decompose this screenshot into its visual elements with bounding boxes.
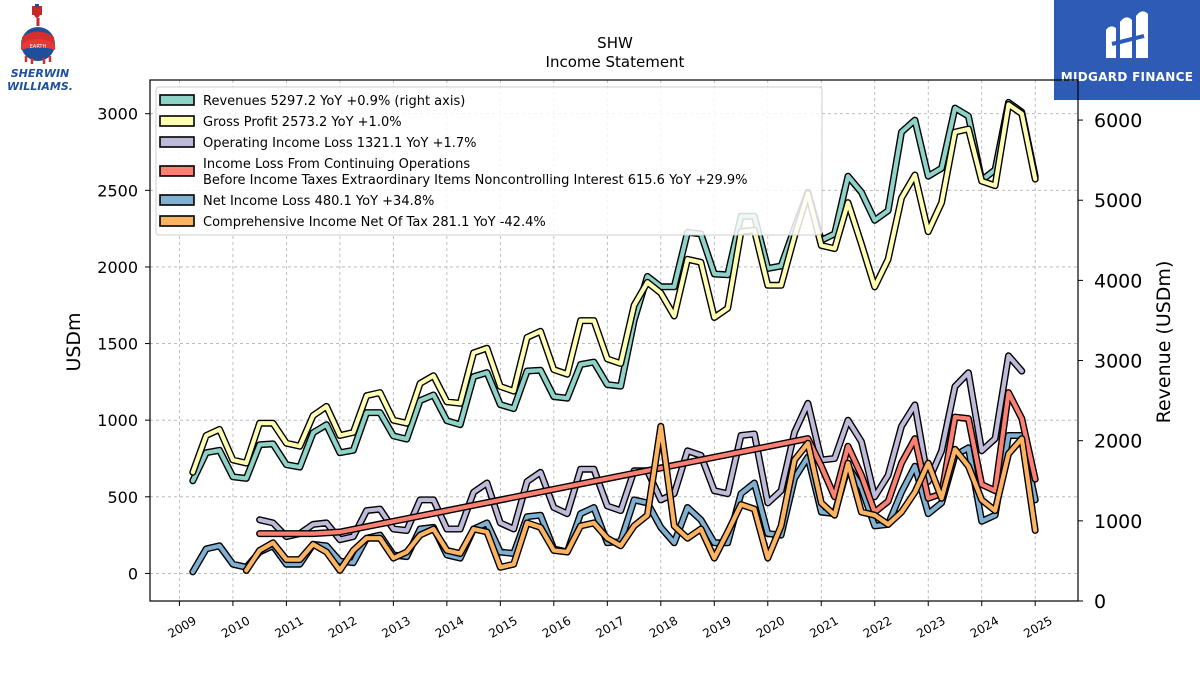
right-y-axis: 0 1000 2000 3000 4000 5000 6000 (1078, 110, 1142, 613)
sherwin-williams-logo: EARTH SHERWIN WILLIAMS. (4, 4, 76, 98)
right-axis-label: Revenue (USDm) (1153, 261, 1175, 424)
legend: Revenues 5297.2 YoY +0.9% (right axis) Gr… (155, 86, 823, 236)
x-tick-label: 2025 (1021, 613, 1054, 640)
x-tick-label: 2012 (326, 613, 359, 640)
series-line-comprehensive-income (244, 424, 1038, 573)
series-layer (189, 98, 1039, 576)
left-tick-label: 2000 (97, 258, 138, 277)
legend-label-net-income: Net Income Loss 480.1 YoY +34.8% (203, 194, 434, 209)
legend-label-pretax-line2: Before Income Taxes Extraordinary Items … (203, 173, 748, 188)
legend-swatch-pretax-income (159, 165, 195, 177)
left-axis-label: USDm (63, 312, 85, 371)
left-tick-label: 500 (107, 488, 138, 507)
legend-label-revenues: Revenues 5297.2 YoY +0.9% (right axis) (203, 94, 465, 109)
right-tick-label: 1000 (1094, 511, 1142, 533)
plot-frame (149, 79, 1079, 602)
x-tick-label: 2023 (914, 613, 947, 640)
brand-name: MIDGARD FINANCE (1060, 70, 1194, 84)
right-tick-label: 0 (1094, 591, 1106, 613)
left-tick-label: 1000 (97, 411, 138, 430)
chart-ticker: SHW (597, 34, 633, 52)
legend-label-pretax-line1: Income Loss From Continuing Operations (203, 157, 470, 172)
logo-line-1: SHERWIN (10, 67, 70, 80)
x-tick-label: 2020 (754, 613, 787, 640)
series-line-pretax-income (257, 390, 1038, 536)
right-tick-label: 4000 (1094, 270, 1142, 292)
x-tick-label: 2018 (647, 613, 680, 640)
right-tick-label: 3000 (1094, 351, 1142, 373)
x-tick-label: 2013 (379, 613, 412, 640)
chart-subtitle: Income Statement (546, 53, 685, 71)
x-tick-label: 2010 (219, 613, 252, 640)
legend-label-gross-profit: Gross Profit 2573.2 YoY +1.0% (203, 115, 402, 130)
legend-label-comprehensive-income: Comprehensive Income Net Of Tax 281.1 Yo… (203, 215, 546, 230)
x-tick-label: 2011 (272, 613, 305, 640)
legend-swatch-comprehensive-income (159, 215, 195, 227)
left-tick-label: 2500 (97, 181, 138, 200)
left-tick-label: 3000 (97, 105, 138, 124)
left-y-axis: 0 500 1000 1500 2000 2500 3000 (97, 105, 150, 583)
right-tick-label: 2000 (1094, 431, 1142, 453)
legend-swatch-net-income (159, 194, 195, 206)
x-axis: 2009 2010 2011 2012 2013 2014 2015 2016 2017 2018… (165, 601, 1055, 641)
svg-text:EARTH: EARTH (30, 44, 47, 50)
right-tick-label: 5000 (1094, 190, 1142, 212)
series-line-gross-profit (190, 102, 1038, 475)
legend-swatch-operating-income (159, 136, 195, 148)
left-tick-label: 0 (128, 564, 138, 583)
series-line-revenues (190, 100, 1038, 483)
x-tick-label: 2021 (807, 613, 840, 640)
logo-line-2: WILLIAMS. (7, 80, 73, 93)
x-tick-label: 2022 (861, 613, 894, 640)
x-tick-label: 2019 (700, 613, 733, 640)
midgard-emblem-icon (1106, 11, 1148, 58)
right-tick-label: 6000 (1094, 110, 1142, 132)
legend-swatch-gross-profit (159, 115, 195, 127)
left-tick-label: 1500 (97, 335, 138, 354)
cover-the-earth-icon: EARTH (21, 4, 55, 64)
legend-label-operating-income: Operating Income Loss 1321.1 YoY +1.7% (203, 136, 477, 151)
legend-box (155, 86, 823, 236)
legend-swatch-revenues (159, 94, 195, 106)
x-tick-label: 2015 (486, 613, 519, 640)
x-tick-label: 2024 (968, 613, 1001, 640)
x-tick-label: 2016 (540, 613, 573, 640)
x-tick-label: 2017 (593, 613, 626, 640)
x-tick-label: 2014 (433, 613, 466, 640)
x-tick-label: 2009 (165, 613, 198, 640)
